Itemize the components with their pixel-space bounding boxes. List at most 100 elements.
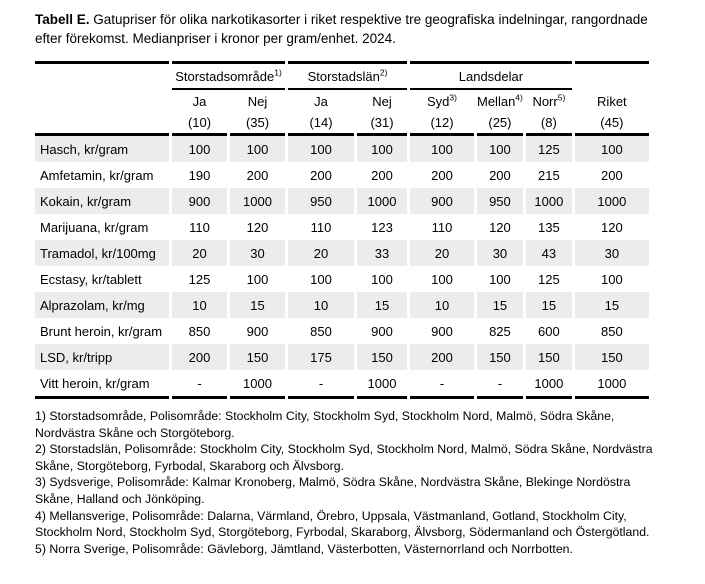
column-header: Riket xyxy=(575,90,649,112)
price-cell: 950 xyxy=(288,188,354,214)
footnote: 1) Storstadsområde, Polisområde: Stockho… xyxy=(35,409,615,440)
footnote: 4) Mellansverige, Polisområde: Dalarna, … xyxy=(35,508,650,540)
table-row: Brunt heroin, kr/gram 850 900 850 900 900 825 6… xyxy=(35,318,649,344)
price-cell: 100 xyxy=(410,136,474,162)
table-row: Hasch, kr/gram 100 100 100 100 100 100 125 100 xyxy=(35,136,649,162)
column-header-label: Syd xyxy=(427,93,450,109)
price-cell: 110 xyxy=(189,219,210,235)
drug-label: Kokain, kr/gram xyxy=(35,188,169,214)
table-row: Alprazolam, kr/mg 10 15 10 15 10 15 15 15 xyxy=(35,292,649,318)
drug-label: Hasch, kr/gram xyxy=(35,136,169,162)
price-cell: 20 xyxy=(288,240,354,266)
price-cell: 1000 xyxy=(230,370,285,399)
price-cell: 100 xyxy=(371,271,393,287)
price-cell: 10 xyxy=(410,292,474,318)
price-cell: 1000 xyxy=(525,370,572,399)
price-cell: 850 xyxy=(310,323,332,339)
price-cell: 100 xyxy=(601,271,623,287)
column-count: (8) xyxy=(525,112,572,136)
price-cell: 150 xyxy=(477,344,523,370)
price-cell: 100 xyxy=(230,136,285,162)
table-title: Tabell E. Gatupriser för olika narkotika… xyxy=(35,10,673,48)
price-cell: 825 xyxy=(489,323,511,339)
price-cell: 110 xyxy=(431,219,453,235)
column-header: Norr5) xyxy=(526,90,572,112)
group-header-label: Storstadslän xyxy=(307,68,380,84)
price-cell: - xyxy=(288,370,354,399)
price-cell: 15 xyxy=(357,292,407,318)
price-cell: 125 xyxy=(188,271,211,287)
column-count: (45) xyxy=(574,112,649,136)
column-header: Ja xyxy=(288,90,354,112)
column-header-label: Ja xyxy=(192,93,207,109)
drug-label: Ecstasy, kr/tablett xyxy=(40,271,142,287)
group-header-row: Storstadsområde1) Storstadslän2) Landsdela… xyxy=(35,61,649,90)
column-count-row: (10) (35) (14) (31) (12) (25) (8) (45) xyxy=(35,112,649,136)
group-header-label: Landsdelar xyxy=(458,68,524,84)
column-header: Nej xyxy=(357,90,407,112)
footnote: 3) Sydsverige, Polisområde: Kalmar Krono… xyxy=(35,475,631,506)
price-cell: 100 xyxy=(310,271,332,287)
row-label-header xyxy=(35,112,169,136)
price-cell: 20 xyxy=(410,240,474,266)
drug-label: Vitt heroin, kr/gram xyxy=(35,370,169,399)
drug-label: Brunt heroin, kr/gram xyxy=(40,323,163,339)
price-cell: 200 xyxy=(601,167,623,183)
price-cell: 850 xyxy=(188,323,211,339)
price-cell: 100 xyxy=(246,271,269,287)
column-header: Ja xyxy=(172,90,227,112)
price-cell: 110 xyxy=(310,219,332,235)
footnote: 2) Storstadslän, Polisområde: Stockholm … xyxy=(35,442,653,473)
price-cell: 150 xyxy=(574,344,649,370)
price-cell: 1000 xyxy=(525,188,572,214)
column-header: Syd3) xyxy=(410,90,474,112)
price-cell: 10 xyxy=(288,292,354,318)
drug-label: LSD, kr/tripp xyxy=(35,344,169,370)
table-row: Tramadol, kr/100mg 20 30 20 33 20 30 43 30 xyxy=(35,240,649,266)
price-cell: 1000 xyxy=(574,370,649,399)
column-header-row: Ja Nej Ja Nej Syd3) Mellan4) Norr5) Riket xyxy=(35,90,649,112)
price-cell: 150 xyxy=(230,344,285,370)
column-count: (35) xyxy=(230,112,285,136)
price-cell: 100 xyxy=(431,271,453,287)
column-header: Mellan4) xyxy=(477,90,523,112)
price-cell: 900 xyxy=(371,323,393,339)
price-cell: 100 xyxy=(489,271,511,287)
table-row: Amfetamin, kr/gram 190 200 200 200 200 200 215 2… xyxy=(35,162,649,188)
price-cell: 30 xyxy=(477,240,523,266)
price-cell: - xyxy=(410,370,474,399)
footnote: 5) Norra Sverige, Polisområde: Gävleborg… xyxy=(35,541,573,556)
price-cell: 15 xyxy=(477,292,523,318)
column-count: (14) xyxy=(288,112,354,136)
price-cell: 120 xyxy=(246,219,269,235)
price-cell: 43 xyxy=(525,240,572,266)
price-cell: 1000 xyxy=(357,188,407,214)
group-header: Storstadslän2) xyxy=(288,61,407,90)
price-cell: 190 xyxy=(188,167,211,183)
price-cell: 120 xyxy=(601,219,623,235)
price-cell: 950 xyxy=(477,188,523,214)
price-cell: - xyxy=(477,370,523,399)
price-cell: 200 xyxy=(410,344,474,370)
price-cell: 120 xyxy=(489,219,511,235)
price-cell: 150 xyxy=(525,344,572,370)
column-header-label: Riket xyxy=(597,93,627,109)
table-row: Ecstasy, kr/tablett 125 100 100 100 100 100 125… xyxy=(35,266,649,292)
footnote-marker: 4) xyxy=(515,92,523,103)
footnote-marker: 2) xyxy=(379,67,388,78)
table-row: Marijuana, kr/gram 110 120 110 123 110 120 135 1… xyxy=(35,214,649,240)
column-count: (12) xyxy=(410,112,474,136)
column-header-label: Nej xyxy=(247,93,268,109)
price-cell: 15 xyxy=(230,292,285,318)
footnote-marker: 3) xyxy=(449,92,457,103)
price-cell: 900 xyxy=(410,188,474,214)
price-cell: 33 xyxy=(357,240,407,266)
drug-label: Tramadol, kr/100mg xyxy=(35,240,169,266)
price-cell: 15 xyxy=(574,292,649,318)
row-label-header xyxy=(35,90,169,112)
price-cell: 215 xyxy=(538,167,560,183)
price-cell: 900 xyxy=(431,323,453,339)
price-cell: 200 xyxy=(431,167,453,183)
price-cell: 1000 xyxy=(230,188,285,214)
price-cell: 125 xyxy=(525,136,572,162)
